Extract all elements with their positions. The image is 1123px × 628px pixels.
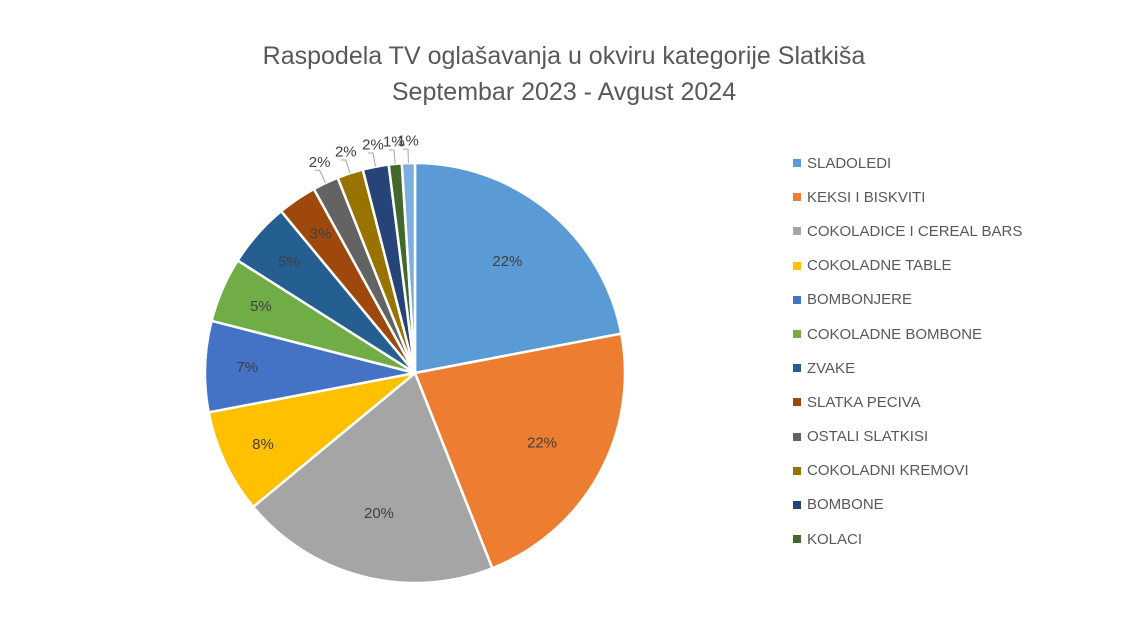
legend-label: SLATKA PECIVA <box>807 393 921 411</box>
legend-label: COKOLADNI KREMOVI <box>807 462 969 480</box>
leader-line <box>314 169 327 184</box>
legend-item: KEKSI I BISKVITI <box>793 180 1022 214</box>
legend-label: ZVAKE <box>807 359 856 377</box>
data-label: 2% <box>309 154 331 171</box>
data-label: 1% <box>397 133 419 150</box>
data-label: 22% <box>492 253 522 270</box>
legend-item: SLATKA PECIVA <box>793 385 1022 419</box>
legend-swatch <box>793 398 801 407</box>
data-label: 20% <box>364 505 394 522</box>
leader-lines <box>314 148 409 184</box>
legend: SLADOLEDI KEKSI I BISKVITI COKOLADICE I CE… <box>793 146 1022 556</box>
leader-line <box>388 149 396 164</box>
legend-item: BOMBONJERE <box>793 283 1022 317</box>
chart-subtitle: Septembar 2023 - Avgust 2024 <box>391 78 737 106</box>
legend-swatch <box>793 364 801 373</box>
leader-line <box>403 148 409 164</box>
pie-slice <box>413 332 627 570</box>
pie-slice <box>400 161 417 374</box>
legend-label: COKOLADICE I CEREAL BARS <box>807 222 1023 240</box>
legend-item: KOLACI <box>793 522 1022 556</box>
legend-item: OSTALI SLATKISI <box>793 420 1022 454</box>
legend-swatch <box>793 295 801 304</box>
chart-title-block: Raspodela TV oglašavanja u okviru katego… <box>0 38 1123 110</box>
pie-slices <box>203 161 627 585</box>
legend-label: BOMBONJERE <box>807 291 913 309</box>
data-label: 8% <box>252 436 274 453</box>
data-label: 5% <box>250 298 272 315</box>
data-label: 3% <box>310 226 332 243</box>
chart-title: Raspodela TV oglašavanja u okviru katego… <box>262 42 866 70</box>
legend-item: SLADOLEDI <box>793 146 1022 180</box>
legend-label: BOMBONE <box>807 496 884 514</box>
legend-label: OSTALI SLATKISI <box>807 428 929 446</box>
data-labels: 22%22%20%8%7%5%5%3%2%2% 2% 1%1% <box>236 133 557 522</box>
legend-label: SLADOLEDI <box>807 154 892 172</box>
legend-item: COKOLADNE TABLE <box>793 249 1022 283</box>
legend-label: COKOLADNE TABLE <box>807 257 952 275</box>
data-label: 1% <box>383 134 405 151</box>
legend-swatch <box>793 535 801 544</box>
legend-swatch <box>793 159 801 168</box>
leader-line <box>340 159 351 174</box>
legend-swatch <box>793 330 801 339</box>
data-label: 2% <box>362 137 384 154</box>
data-label: 7% <box>236 359 258 376</box>
data-label: 22% <box>527 434 557 451</box>
legend-label: KEKSI I BISKVITI <box>807 188 926 206</box>
legend-swatch <box>793 500 801 509</box>
legend-swatch <box>793 193 801 202</box>
pie-slice <box>251 370 494 585</box>
legend-swatch <box>793 466 801 475</box>
legend-item: ZVAKE <box>793 351 1022 385</box>
legend-item: COKOLADNE BOMBONE <box>793 317 1022 351</box>
legend-swatch <box>793 432 801 441</box>
data-label: 5% <box>278 253 300 270</box>
legend-item: COKOLADICE I CEREAL BARS <box>793 214 1022 248</box>
data-label: 2% <box>335 144 357 161</box>
legend-label: COKOLADNE BOMBONE <box>807 325 983 343</box>
legend-label: KOLACI <box>807 530 863 548</box>
legend-swatch <box>793 227 801 236</box>
legend-item: COKOLADNI KREMOVI <box>793 454 1022 488</box>
legend-swatch <box>793 261 801 270</box>
legend-item: BOMBONE <box>793 488 1022 522</box>
pie-slice <box>207 371 416 509</box>
pie-slice <box>413 161 623 375</box>
leader-line <box>368 152 377 167</box>
